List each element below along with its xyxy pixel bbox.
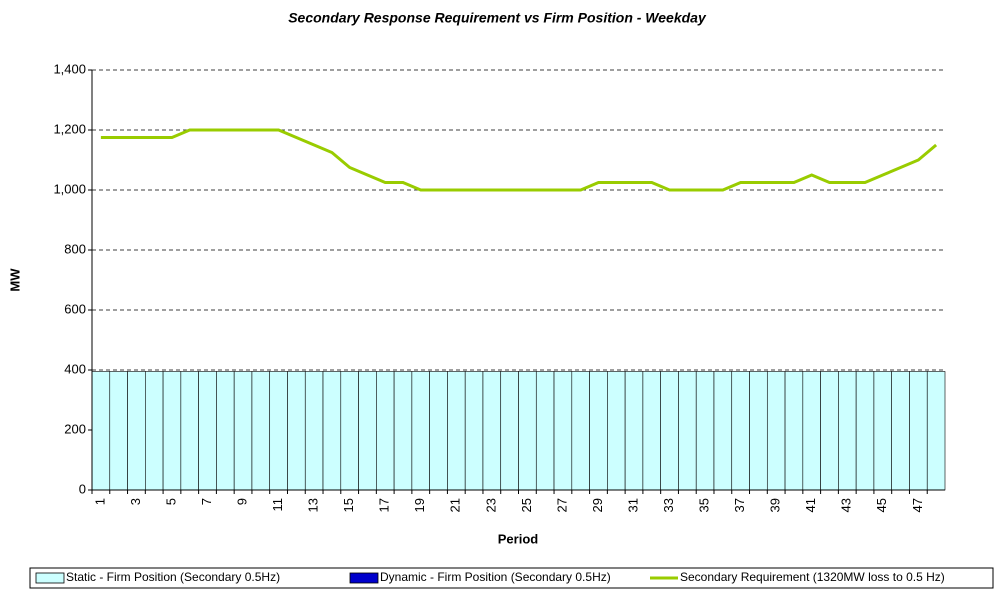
x-tick-label: 21 [448, 498, 463, 512]
y-tick-label: 1,400 [53, 61, 86, 76]
x-tick-label: 43 [839, 498, 854, 512]
y-tick-label: 800 [64, 241, 86, 256]
x-tick-label: 41 [803, 498, 818, 512]
bar [180, 371, 199, 491]
bar [322, 371, 342, 491]
x-tick-label: 31 [625, 498, 640, 512]
x-tick-label: 47 [910, 498, 925, 512]
bar [624, 371, 644, 491]
x-tick-label: 33 [661, 498, 676, 512]
bar [731, 371, 750, 491]
x-tick-label: 23 [483, 498, 498, 512]
legend-label: Secondary Requirement (1320MW loss to 0.… [680, 570, 945, 584]
legend-label: Dynamic - Firm Position (Secondary 0.5Hz… [380, 570, 611, 584]
legend-swatch [349, 572, 379, 584]
y-tick-label: 200 [64, 421, 86, 436]
bar [447, 371, 466, 491]
y-axis-label: MW [7, 268, 22, 292]
legend-swatch [35, 572, 65, 584]
bar [873, 371, 892, 491]
bar [91, 371, 111, 491]
bar [109, 371, 128, 491]
bar [500, 371, 519, 491]
x-tick-label: 25 [519, 498, 534, 512]
x-tick-label: 15 [341, 498, 356, 512]
legend-box [29, 567, 994, 589]
bar [162, 371, 182, 491]
x-tick-label: 19 [412, 498, 427, 512]
bar [411, 371, 430, 491]
bar [216, 371, 235, 491]
x-tick-label: 7 [199, 498, 214, 505]
bar [393, 371, 413, 491]
bar [145, 371, 164, 491]
y-tick-label: 600 [64, 301, 86, 316]
y-tick-label: 0 [79, 481, 86, 496]
bar [127, 371, 146, 491]
bar [340, 371, 359, 491]
x-tick-label: 5 [163, 498, 178, 505]
bar [464, 371, 484, 491]
bar [838, 371, 857, 491]
bar [535, 371, 555, 491]
bar [820, 371, 839, 491]
bar [251, 371, 271, 491]
bar [926, 371, 946, 491]
legend-label: Static - Firm Position (Secondary 0.5Hz) [66, 570, 280, 584]
bar [909, 371, 928, 491]
x-tick-label: 1 [92, 498, 107, 505]
x-tick-label: 29 [590, 498, 605, 512]
bar [749, 371, 768, 491]
bar [589, 371, 608, 491]
bar [642, 371, 661, 491]
bar [891, 371, 910, 491]
bar [695, 371, 715, 491]
x-axis-label: Period [498, 531, 539, 546]
bar [660, 371, 679, 491]
bar [802, 371, 821, 491]
bar [287, 371, 306, 491]
x-tick-label: 27 [554, 498, 569, 512]
bar [784, 371, 804, 491]
bar [607, 371, 626, 491]
chart-title: Secondary Response Requirement vs Firm P… [288, 10, 707, 26]
bar [304, 371, 324, 491]
bar [678, 371, 697, 491]
x-tick-label: 3 [128, 498, 143, 505]
x-tick-label: 11 [270, 498, 285, 512]
bar [713, 371, 733, 491]
bar [482, 371, 502, 491]
x-tick-label: 37 [732, 498, 747, 512]
y-tick-label: 1,200 [53, 121, 86, 136]
bar [233, 371, 253, 491]
x-tick-label: 39 [768, 498, 783, 512]
y-tick-label: 400 [64, 361, 86, 376]
bar [518, 371, 537, 491]
bar [553, 371, 573, 491]
bar [855, 371, 875, 491]
bar [376, 371, 395, 491]
y-tick-label: 1,000 [53, 181, 86, 196]
x-tick-label: 13 [306, 498, 321, 512]
x-tick-label: 9 [234, 498, 249, 505]
bar [269, 371, 288, 491]
bar [571, 371, 590, 491]
bar [358, 371, 377, 491]
bar [766, 371, 786, 491]
x-tick-label: 17 [377, 498, 392, 512]
bar [429, 371, 448, 491]
x-tick-label: 45 [874, 498, 889, 512]
line [100, 128, 938, 192]
x-tick-label: 35 [697, 498, 712, 512]
bar [198, 371, 217, 491]
